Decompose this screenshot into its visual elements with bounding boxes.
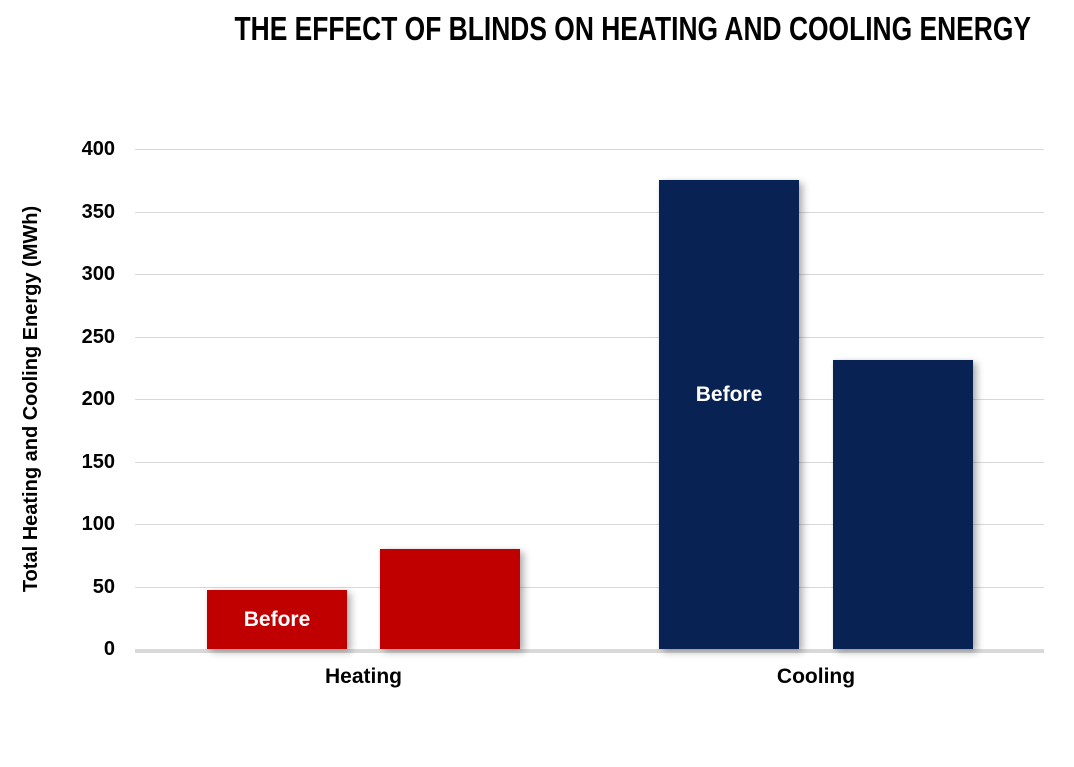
y-tick-label-400: 400	[81, 138, 115, 160]
gridline-100	[135, 524, 1044, 525]
x-category-label-heating: Heating	[324, 665, 402, 688]
y-tick-label-200: 200	[81, 388, 115, 410]
gridline-200	[135, 399, 1044, 400]
bar-label-before: Before	[243, 607, 311, 631]
x-category-label-cooling: Cooling	[776, 665, 856, 688]
y-tick-label-300: 300	[81, 263, 115, 285]
chart-title-text: THE EFFECT OF BLINDS ON HEATING AND COOL…	[234, 10, 1031, 47]
gridline-400	[135, 149, 1044, 150]
bar-cooling-1: Before	[659, 180, 799, 649]
y-tick-label-50: 50	[92, 575, 115, 598]
gridline-50	[135, 586, 1044, 588]
gridline-300	[135, 274, 1044, 275]
bar-cooling-2	[833, 360, 973, 649]
y-tick-label-150: 150	[81, 450, 115, 473]
bar-heating-2	[380, 549, 520, 649]
plot-area: Before Before	[135, 149, 1044, 653]
y-tick-label-100: 100	[81, 513, 115, 535]
y-tick-label-0: 0	[103, 638, 115, 660]
x-axis-line	[135, 649, 1044, 653]
gridline-250	[135, 336, 1044, 338]
gridline-350	[135, 211, 1044, 213]
bar-label-before: Before	[695, 382, 763, 406]
gridline-150	[135, 461, 1044, 463]
y-tick-label-350: 350	[81, 200, 115, 223]
y-tick-label-250: 250	[81, 325, 115, 348]
bar-heating-1: Before	[207, 590, 347, 649]
chart-title: THE EFFECT OF BLINDS ON HEATING AND COOL…	[135, 10, 1044, 48]
